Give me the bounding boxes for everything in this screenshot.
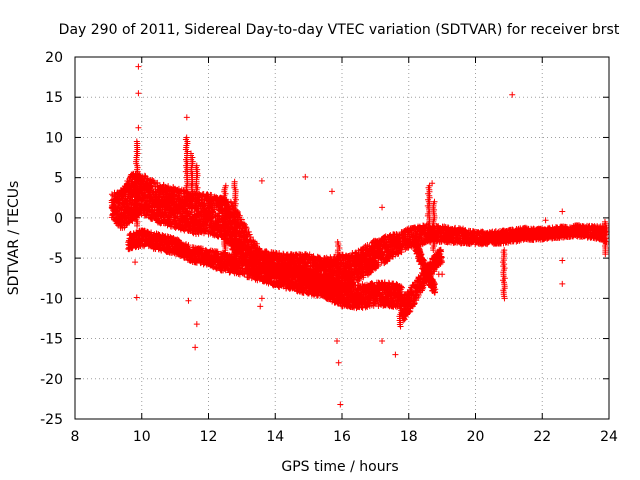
band-point (129, 218, 136, 225)
data-points (108, 63, 610, 408)
chart-title: Day 290 of 2011, Sidereal Day-to-day VTE… (59, 22, 620, 38)
band-point (170, 198, 177, 205)
band-point (165, 183, 172, 190)
band-point (148, 184, 155, 191)
